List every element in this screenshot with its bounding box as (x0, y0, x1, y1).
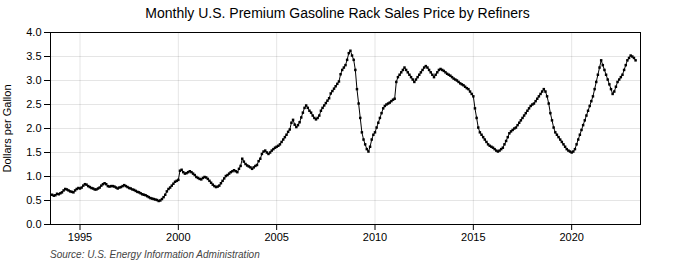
html-text:Source: U.S. Energy Informatio: Source: U.S. Energy Information Administ… (50, 249, 260, 260)
svg-text:0.5: 0.5 (26, 194, 41, 206)
svg-text:0.0: 0.0 (26, 218, 41, 230)
svg-text:2015: 2015 (461, 231, 485, 243)
svg-text:1.5: 1.5 (26, 146, 41, 158)
html-text:Monthly U.S. Premium Gasoline: Monthly U.S. Premium Gasoline Rack Sales… (145, 5, 530, 21)
svg-text:1.0: 1.0 (26, 170, 41, 182)
svg-text:2.0: 2.0 (26, 122, 41, 134)
svg-text:3.0: 3.0 (26, 74, 41, 86)
svg-text:2020: 2020 (559, 231, 583, 243)
svg-text:2.5: 2.5 (26, 98, 41, 110)
svg-text:1995: 1995 (68, 231, 92, 243)
svg-text:Dollars per Gallon: Dollars per Gallon (1, 84, 13, 172)
svg-text:2000: 2000 (166, 231, 190, 243)
svg-text:2010: 2010 (363, 231, 387, 243)
svg-text:3.5: 3.5 (26, 50, 41, 62)
svg-text:4.0: 4.0 (26, 26, 41, 38)
svg-text:2005: 2005 (264, 231, 288, 243)
